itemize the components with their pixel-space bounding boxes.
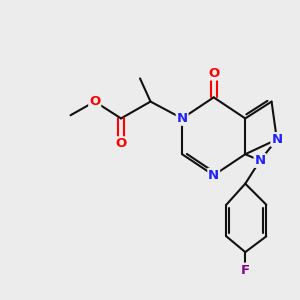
Text: N: N bbox=[208, 169, 219, 182]
Text: N: N bbox=[271, 133, 282, 146]
Text: O: O bbox=[208, 67, 219, 80]
Text: O: O bbox=[116, 137, 127, 150]
Text: O: O bbox=[89, 95, 100, 108]
Text: N: N bbox=[254, 154, 266, 167]
Text: N: N bbox=[176, 112, 188, 125]
Text: F: F bbox=[241, 263, 250, 277]
